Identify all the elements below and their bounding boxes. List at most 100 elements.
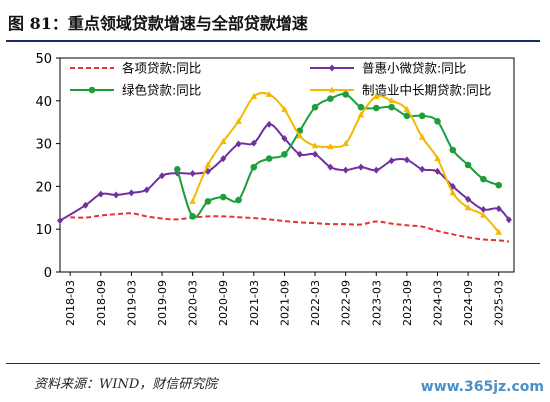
data-point	[235, 196, 242, 204]
data-point	[480, 206, 487, 214]
data-point	[189, 170, 196, 178]
data-point	[250, 163, 258, 171]
data-point	[505, 216, 512, 224]
series-line	[176, 93, 500, 219]
data-point	[189, 213, 196, 220]
data-point	[388, 97, 395, 104]
data-point	[419, 165, 426, 173]
plot-border	[59, 57, 515, 273]
x-tick-label: 2021-09	[278, 280, 291, 326]
data-point	[480, 211, 487, 218]
data-point	[88, 86, 96, 94]
x-tick-label: 2025-03	[493, 280, 506, 326]
y-tick-label: 30	[35, 138, 52, 153]
x-tick-label: 2024-03	[431, 280, 444, 326]
data-point	[434, 118, 441, 125]
data-point	[342, 91, 349, 98]
data-point	[328, 86, 336, 93]
series-line	[191, 91, 500, 233]
data-point	[403, 105, 411, 112]
data-point	[312, 150, 319, 158]
data-point	[327, 95, 334, 102]
x-axis: 2018-03 2018-09 2019-03 2019-09 2020-03 2020-…	[64, 272, 506, 326]
data-point	[174, 165, 181, 173]
data-point	[403, 112, 411, 120]
data-point	[159, 172, 166, 180]
data-point	[311, 142, 319, 149]
y-tick-label: 50	[35, 52, 52, 67]
data-point	[266, 120, 273, 128]
x-tick-label: 2020-03	[187, 280, 200, 326]
data-point	[311, 103, 319, 111]
data-point	[250, 93, 258, 100]
data-point	[342, 166, 349, 174]
x-tick-label: 2021-03	[248, 280, 261, 326]
data-point	[357, 111, 365, 118]
x-tick-label: 2022-09	[340, 280, 353, 326]
data-point	[235, 117, 242, 124]
data-point	[388, 157, 395, 165]
data-point	[250, 139, 257, 147]
data-point	[219, 137, 227, 144]
x-tick-label: 2023-03	[370, 280, 383, 326]
data-point	[403, 156, 410, 164]
title-rule	[6, 40, 540, 42]
data-point	[357, 163, 364, 171]
series-2	[57, 120, 512, 225]
data-point	[281, 134, 288, 142]
series-4	[189, 90, 502, 235]
legend-item-1: 各项贷款:同比	[70, 61, 201, 76]
data-point	[495, 205, 502, 213]
series-1	[70, 212, 510, 243]
data-point	[388, 103, 395, 111]
footer-rule	[6, 363, 540, 364]
data-point	[480, 175, 487, 183]
data-point	[57, 217, 63, 225]
data-point	[464, 161, 472, 169]
y-tick-label: 20	[35, 180, 52, 195]
data-point	[372, 104, 380, 112]
data-point	[464, 204, 472, 211]
legend-label: 绿色贷款:同比	[122, 83, 201, 98]
data-point	[296, 150, 303, 158]
source-note: 资料来源：WIND，财信研究院	[34, 377, 218, 392]
series-layer	[57, 90, 512, 243]
data-point	[418, 133, 426, 140]
x-tick-label: 2019-03	[125, 280, 138, 326]
plot-frame	[59, 57, 515, 273]
data-point	[434, 167, 441, 175]
data-point	[327, 143, 334, 150]
x-tick-label: 2023-09	[401, 280, 414, 326]
data-point	[357, 103, 365, 111]
data-point	[220, 155, 227, 163]
data-point	[97, 190, 104, 198]
data-point	[434, 155, 441, 162]
y-tick-label: 10	[35, 223, 52, 238]
data-point	[495, 228, 502, 235]
data-point	[373, 166, 380, 174]
data-point	[82, 201, 89, 209]
data-point	[235, 140, 242, 148]
data-point	[418, 112, 426, 120]
data-point	[449, 146, 457, 154]
series-line	[70, 212, 510, 243]
legend-item-3: 绿色贷款:同比	[70, 83, 201, 98]
watermark: www.365jz.com	[420, 379, 544, 395]
legend-label: 普惠小微贷款:同比	[362, 61, 466, 76]
y-tick-label: 0	[44, 266, 52, 281]
data-point	[449, 189, 457, 196]
x-tick-label: 2022-03	[309, 280, 322, 326]
data-point	[219, 193, 227, 201]
data-point	[281, 105, 288, 112]
legend-item-4: 制造业中长期贷款:同比	[310, 83, 491, 98]
data-point	[143, 186, 150, 194]
x-tick-label: 2024-09	[462, 280, 475, 326]
data-point	[265, 90, 273, 97]
data-point	[204, 198, 212, 205]
series-3	[174, 91, 502, 220]
legend-item-2: 普惠小微贷款:同比	[310, 61, 466, 76]
data-point	[113, 191, 120, 199]
data-point	[265, 155, 273, 162]
